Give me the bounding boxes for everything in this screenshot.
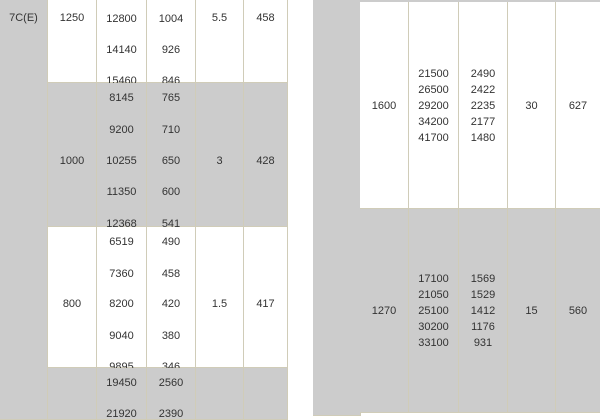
col3-value: 14140 [106, 44, 137, 56]
table-cell: 17100 21050 25100 30200 33100 [409, 209, 459, 413]
col3-value: 29200 [418, 100, 449, 112]
col5-value: 3 [216, 155, 223, 167]
col4-value: 1529 [470, 289, 496, 301]
col3-value: 7360 [109, 268, 134, 280]
table-cell: 6519 7360 8200 9040 9895 [97, 227, 147, 373]
col4-value: 2390 [158, 408, 184, 420]
col3-value: 21050 [418, 289, 449, 301]
col3-value: 11350 [106, 186, 137, 198]
col3-value: 30200 [418, 321, 449, 333]
col6-value: 417 [256, 298, 275, 310]
table-cell: 2560 2390 [147, 368, 196, 420]
col4-value: 1176 [471, 321, 495, 333]
col4-value: 2560 [158, 377, 184, 389]
table-cell: 627 [556, 2, 600, 209]
table-cell: 1250 [48, 0, 97, 83]
col3-value: 8145 [109, 92, 134, 104]
table-cell: 12800 14140 15460 [97, 0, 147, 87]
table-cell: 1004 926 846 [147, 0, 196, 87]
col4-value: 420 [161, 298, 181, 310]
col3-value: 21500 [418, 68, 449, 80]
table-cell: 1270 [360, 209, 409, 413]
col4-value: 710 [161, 124, 181, 136]
col4-value: 600 [161, 186, 181, 198]
col6-value: 627 [568, 100, 588, 112]
col4-value: 2235 [470, 100, 496, 112]
table-cell: 490 458 420 380 346 [147, 227, 196, 373]
model-label: 7C(E) [9, 12, 38, 24]
table-cell: 560 [556, 209, 600, 413]
col3-value: 26500 [418, 84, 449, 96]
group-cell [313, 2, 361, 416]
col3-value: 6519 [109, 236, 134, 248]
col3-value: 10255 [106, 155, 137, 167]
col3-value: 19450 [106, 377, 137, 389]
col4-value: 380 [161, 330, 181, 342]
table-cell: 417 [244, 227, 288, 368]
table-cell: 8145 9200 10255 11350 12368 [97, 83, 147, 230]
col4-value: 1569 [470, 273, 496, 285]
col4-value: 2422 [470, 84, 496, 96]
col4-value: 650 [161, 155, 181, 167]
speed-value: 800 [62, 298, 82, 310]
speed-value: 1000 [59, 155, 85, 167]
table-cell: 5.5 [196, 0, 244, 83]
table-cell: 21500 26500 29200 34200 41700 [409, 2, 459, 209]
table-cell: 2490 2422 2235 2177 1480 [459, 2, 508, 209]
model-cell-next [0, 368, 48, 420]
col5-value: 15 [525, 305, 538, 317]
table-cell: 428 [244, 83, 288, 227]
speed-value: 1250 [59, 12, 85, 24]
table-cell: 1569 1529 1412 1176 931 [459, 209, 508, 413]
speed-value: 1600 [371, 100, 397, 112]
col6-value: 458 [256, 12, 275, 24]
col4-value: 1480 [470, 132, 496, 144]
table-cell: 15 [508, 209, 556, 413]
col4-value: 1004 [158, 13, 184, 25]
table-cell: 458 [244, 0, 288, 83]
table-cell: 1.5 [196, 227, 244, 368]
table-cell: 3 [196, 83, 244, 227]
col4-value: 458 [161, 268, 181, 280]
col3-value: 25100 [418, 305, 449, 317]
col5-value: 1.5 [211, 298, 228, 310]
col6-value: 428 [256, 155, 275, 167]
col3-value: 9200 [109, 124, 134, 136]
col4-value: 931 [473, 337, 493, 349]
col4-value: 2177 [470, 116, 496, 128]
col3-value: 9040 [109, 330, 134, 342]
table-cell: 30 [508, 2, 556, 209]
table-cell: 1000 [48, 83, 97, 227]
table-cell [244, 368, 288, 420]
table-cell [48, 368, 97, 420]
col3-value: 34200 [418, 116, 449, 128]
col4-value: 1412 [470, 305, 496, 317]
table-cell [196, 368, 244, 420]
model-cell: 7C(E) [0, 0, 48, 369]
table-cell: 765 710 650 600 541 [147, 83, 196, 230]
col4-value: 2490 [470, 68, 496, 80]
col3-value: 8200 [109, 298, 134, 310]
col3-value: 41700 [418, 132, 449, 144]
col3-value: 21920 [106, 408, 137, 420]
col5-value: 30 [525, 100, 538, 112]
col4-value: 926 [161, 44, 181, 56]
col5-value: 5.5 [211, 12, 228, 24]
col6-value: 560 [568, 305, 588, 317]
speed-value: 1270 [371, 305, 397, 317]
col4-value: 765 [161, 92, 181, 104]
table-cell: 800 [48, 227, 97, 368]
table-cell: 19450 21920 [97, 368, 147, 420]
table-cell: 1600 [360, 2, 409, 209]
col3-value: 12800 [106, 13, 137, 25]
col4-value: 490 [161, 236, 181, 248]
col3-value: 33100 [418, 337, 449, 349]
col3-value: 17100 [418, 273, 449, 285]
